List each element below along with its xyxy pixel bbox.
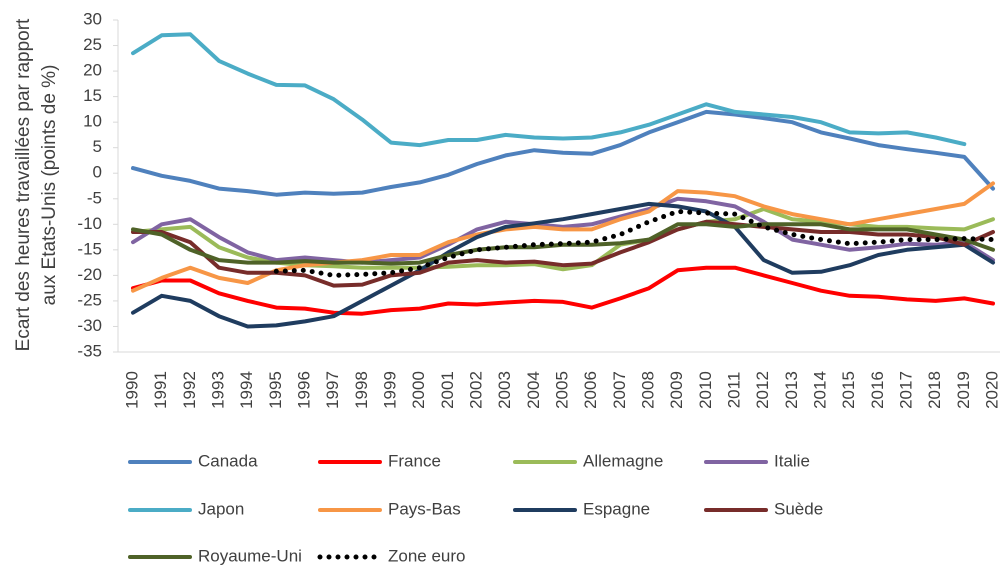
y-tick-label: -5: [87, 188, 102, 207]
y-tick-label: 0: [93, 163, 102, 182]
x-tick-label: 2014: [810, 371, 829, 409]
x-tick-label: 2000: [409, 371, 428, 409]
x-tick-label: 1992: [180, 371, 199, 409]
x-tick-label: 1996: [294, 371, 313, 409]
legend-label: Canada: [198, 451, 258, 470]
x-tick-label: 2008: [638, 371, 657, 409]
x-tick-label: 2012: [753, 371, 772, 409]
y-tick-label: 20: [83, 61, 102, 80]
x-tick-label: 2020: [982, 371, 1001, 409]
x-tick-label: 2013: [782, 371, 801, 409]
x-tick-label: 2018: [925, 371, 944, 409]
x-tick-label: 2016: [868, 371, 887, 409]
x-tick-label: 2002: [466, 371, 485, 409]
x-tick-label: 2017: [896, 371, 915, 409]
x-tick-label: 2003: [495, 371, 514, 409]
series-line: [131, 265, 995, 316]
x-tick-label: 2009: [667, 371, 686, 409]
x-tick-label: 1998: [352, 371, 371, 409]
legend-label: Espagne: [583, 499, 650, 518]
y-tick-label: -35: [77, 341, 102, 360]
x-tick-label: 2015: [839, 371, 858, 409]
series-line: [131, 32, 967, 148]
y-tick-label: -30: [77, 316, 102, 335]
legend-label: Japon: [198, 499, 244, 518]
x-tick-label: 1993: [208, 371, 227, 409]
x-tick-label: 1990: [122, 371, 141, 409]
y-axis-title: aux Etats-Unis (points de %): [39, 65, 60, 306]
y-tick-label: 25: [83, 35, 102, 54]
x-tick-label: 1995: [266, 371, 285, 409]
y-tick-label: -20: [77, 265, 102, 284]
x-tick-label: 1994: [237, 371, 256, 409]
legend-label: Royaume-Uni: [198, 546, 302, 565]
y-tick-label: 10: [83, 112, 102, 131]
series-line: [131, 196, 995, 265]
y-tick-label: 5: [93, 137, 102, 156]
y-tick-label: 15: [83, 86, 102, 105]
legend-label: Italie: [774, 451, 810, 470]
y-tick-label: -10: [77, 214, 102, 233]
x-tick-label: 2010: [696, 371, 715, 409]
legend-label: Suède: [774, 499, 823, 518]
x-tick-label: 2007: [610, 371, 629, 409]
y-tick-label: -15: [77, 239, 102, 258]
y-tick-label: -25: [77, 290, 102, 309]
legend-label: France: [388, 451, 441, 470]
legend-label: Zone euro: [388, 546, 466, 565]
series-line: [131, 109, 995, 197]
x-tick-label: 2005: [552, 371, 571, 409]
x-tick-label: 2004: [524, 371, 543, 409]
x-tick-label: 2011: [724, 372, 743, 409]
series-line: [131, 201, 995, 329]
x-tick-label: 1991: [151, 371, 170, 409]
y-axis-title: Ecart des heures travaillées par rapport: [13, 18, 34, 351]
x-tick-label: 2006: [581, 371, 600, 409]
x-tick-label: 2001: [438, 371, 457, 409]
series-line: [131, 222, 995, 266]
legend-label: Allemagne: [583, 451, 663, 470]
series-line: [273, 209, 996, 278]
x-tick-label: 2019: [954, 371, 973, 409]
x-tick-label: 1999: [380, 371, 399, 409]
legend-label: Pays-Bas: [388, 499, 461, 518]
x-tick-label: 1997: [323, 371, 342, 409]
y-tick-label: 30: [83, 9, 102, 28]
